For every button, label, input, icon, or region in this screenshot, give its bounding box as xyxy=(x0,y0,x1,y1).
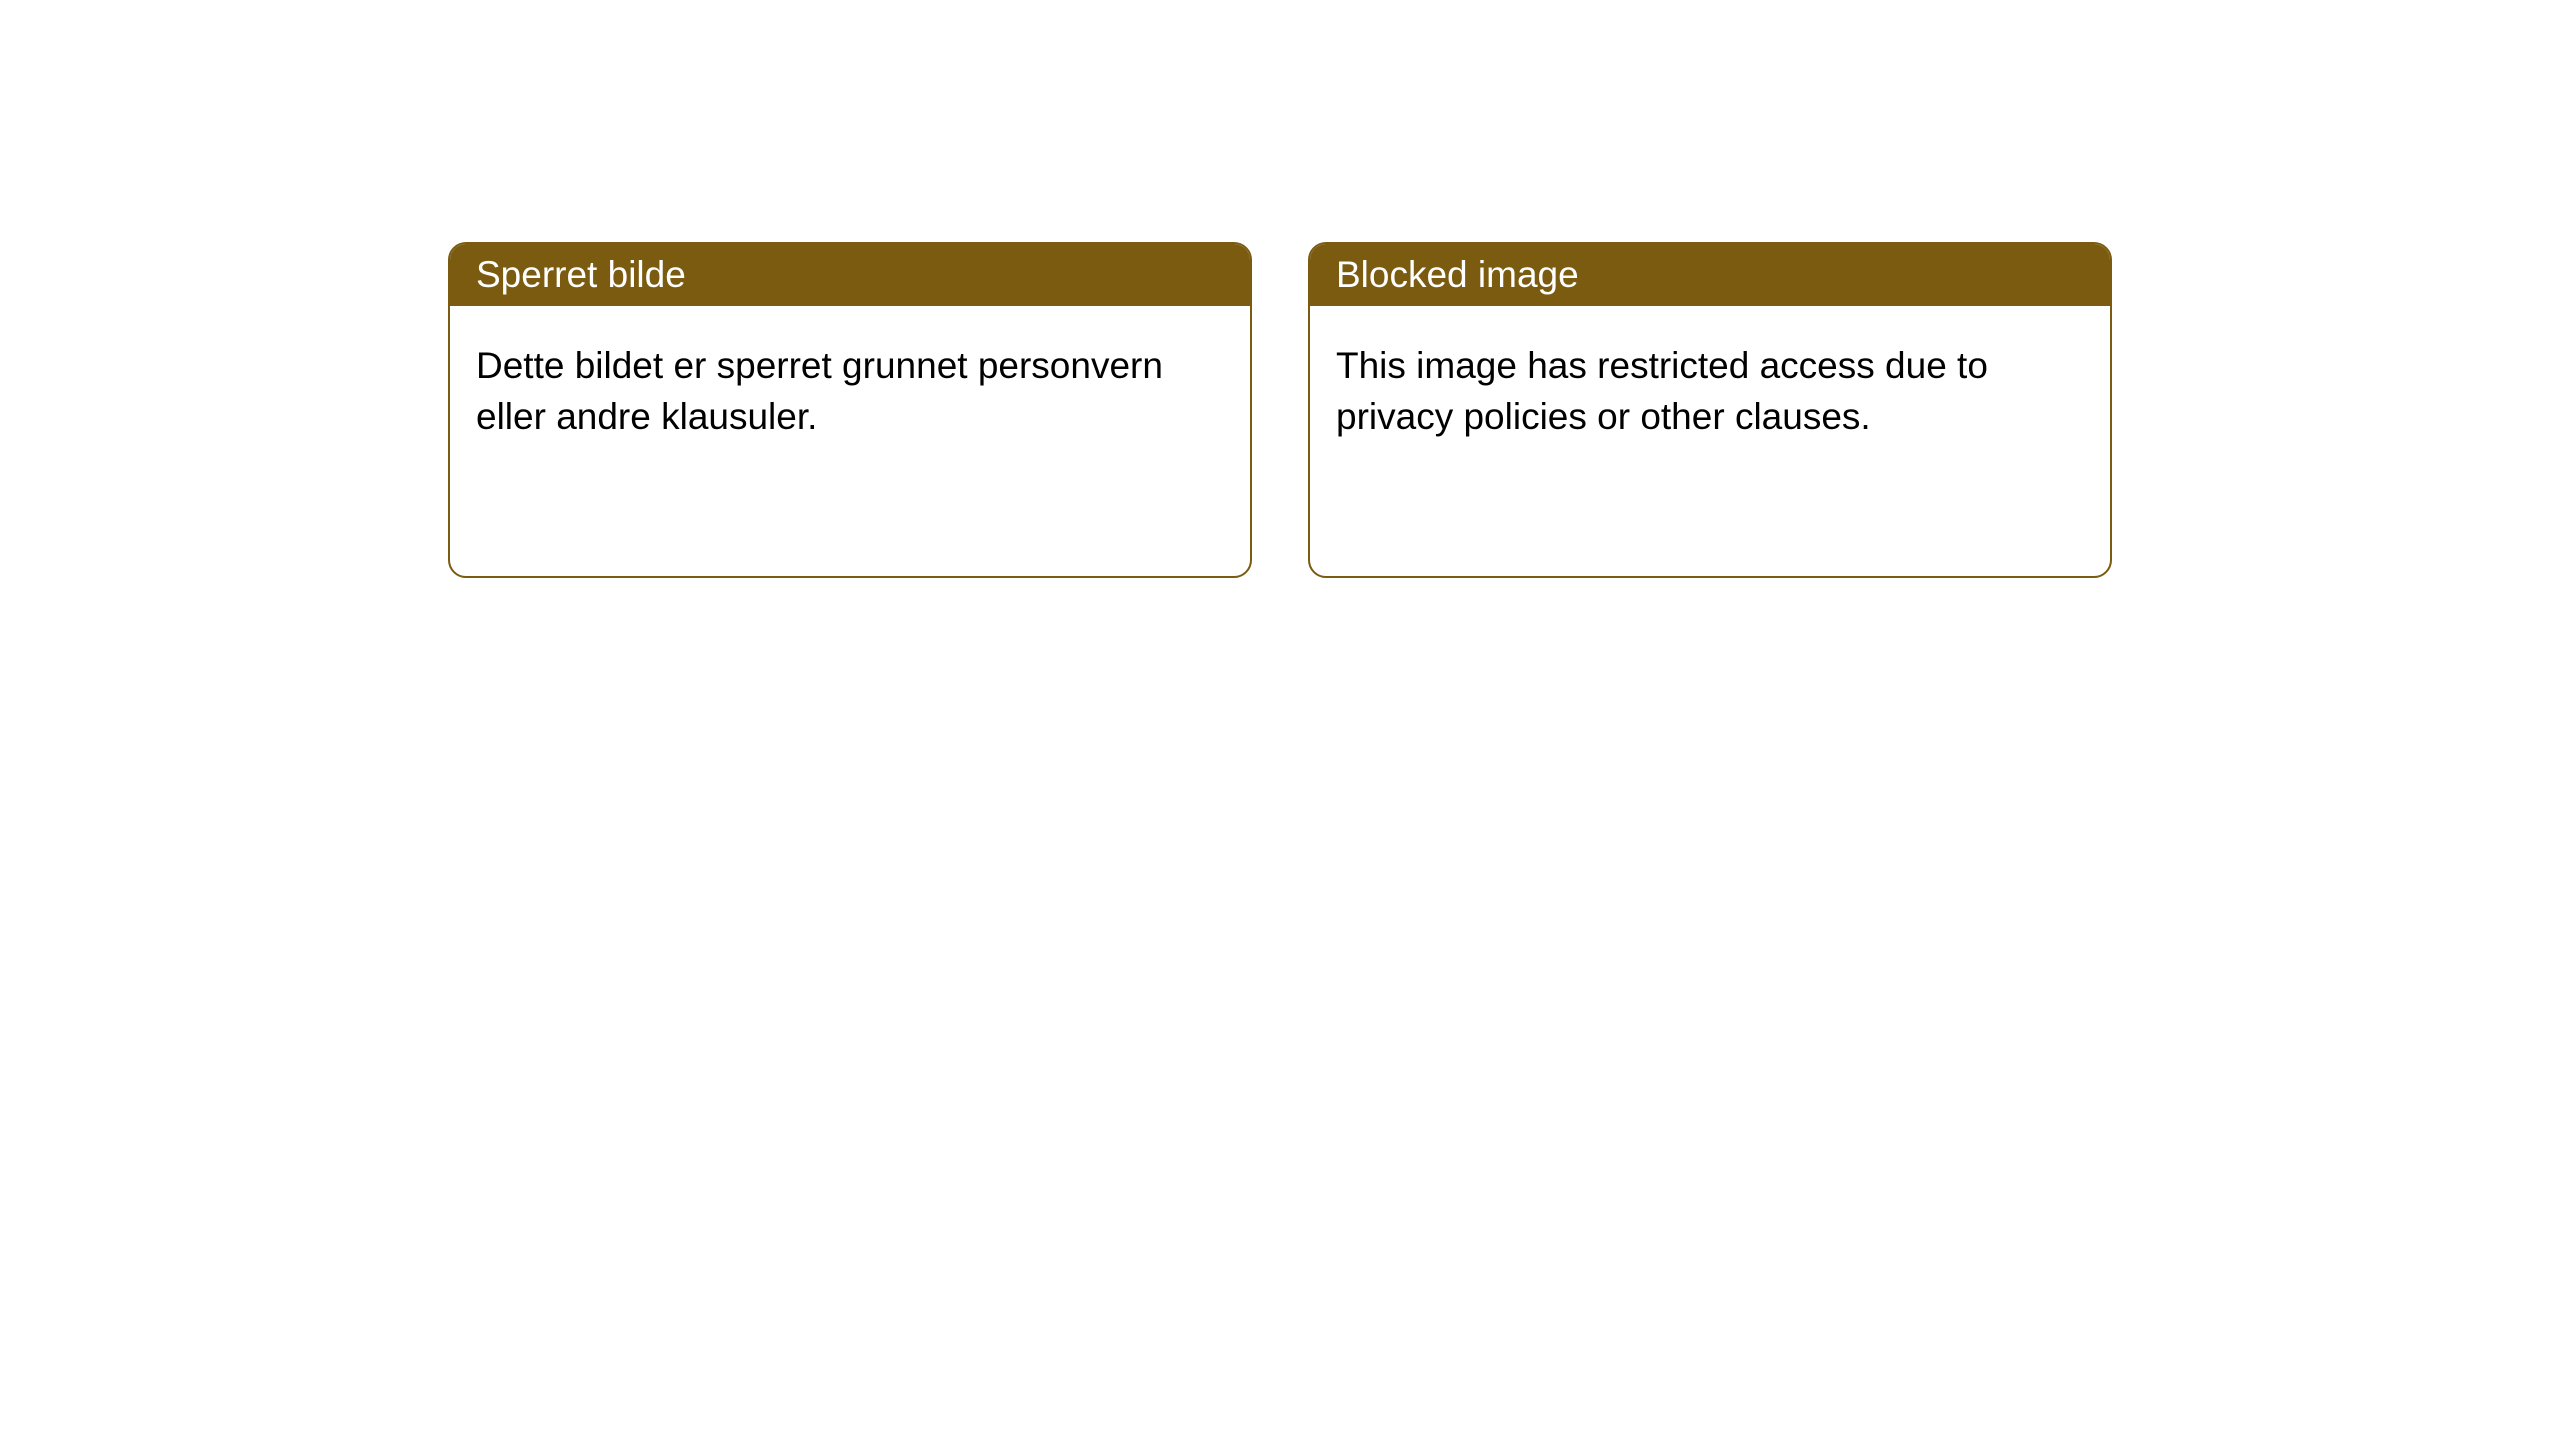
notice-body-norwegian: Dette bildet er sperret grunnet personve… xyxy=(450,306,1250,476)
notice-title-english: Blocked image xyxy=(1310,244,2110,306)
notice-box-english: Blocked image This image has restricted … xyxy=(1308,242,2112,578)
notice-box-norwegian: Sperret bilde Dette bildet er sperret gr… xyxy=(448,242,1252,578)
blocked-image-notices: Sperret bilde Dette bildet er sperret gr… xyxy=(0,0,2560,578)
notice-body-english: This image has restricted access due to … xyxy=(1310,306,2110,476)
notice-title-norwegian: Sperret bilde xyxy=(450,244,1250,306)
